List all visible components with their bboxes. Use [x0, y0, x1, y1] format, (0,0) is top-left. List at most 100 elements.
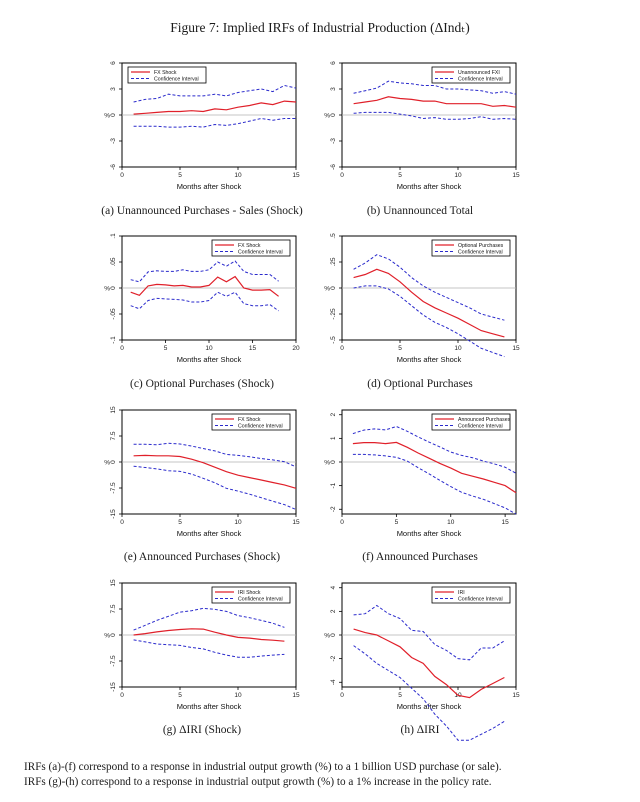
x-tick-label: 10 — [234, 519, 242, 526]
caption-c: (c) Optional Purchases (Shock) — [129, 378, 275, 390]
x-tick-label: 10 — [205, 345, 213, 352]
chart-panel-c: .1.05 0 -.05 -.1% 0 5 10 15 20 Months after Shock… — [100, 228, 310, 368]
y-tick-label: -7.5 — [110, 482, 117, 494]
footnote-line-2: IRFs (g)-(h) correspond to a response in… — [24, 776, 492, 788]
x-tick-label: 5 — [164, 345, 168, 352]
y-axis-title: % — [104, 633, 110, 640]
ci-upper-line — [130, 260, 279, 283]
ci-upper-line — [133, 607, 285, 631]
legend-label-ci: Confidence Interval — [154, 77, 199, 83]
y-tick-label: 0 — [110, 460, 117, 464]
y-axis-title: % — [104, 113, 110, 120]
y-tick-label: -4 — [330, 679, 337, 685]
ci-lower-line — [352, 453, 517, 515]
y-tick-label: 6 — [330, 61, 337, 65]
x-tick-label: 15 — [292, 172, 300, 179]
caption-f: (f) Announced Purchases — [362, 551, 478, 563]
y-tick-label: -15 — [110, 509, 117, 519]
irf-line — [353, 628, 505, 699]
y-tick-label: -.25 — [330, 308, 337, 320]
x-tick-label: 20 — [292, 345, 300, 352]
y-axis-title: % — [104, 286, 110, 293]
y-tick-label: 7.5 — [110, 431, 117, 440]
footnote-line-1: IRFs (a)-(f) correspond to a response in… — [24, 761, 502, 773]
y-tick-label: -3 — [330, 138, 337, 144]
x-axis-title: Months after Shock — [177, 355, 242, 364]
x-tick-label: 5 — [178, 172, 182, 179]
caption-a: (a) Unannounced Purchases - Sales (Shock… — [101, 205, 303, 217]
y-tick-label: 15 — [110, 579, 117, 587]
x-axis-title: Months after Shock — [177, 702, 242, 711]
chart-panel-d: .5.25 0 -.25 -.5% 0 5 10 15 Months after Shock Op… — [320, 228, 530, 368]
legend-label-irf: FX Shock — [238, 417, 261, 423]
y-tick-label: -1 — [330, 482, 337, 488]
x-tick-label: 5 — [398, 692, 402, 699]
x-axis-title: Months after Shock — [177, 529, 242, 538]
ci-lower-line — [353, 285, 505, 358]
y-tick-label: 0 — [330, 286, 337, 290]
y-tick-label: 0 — [330, 460, 337, 464]
x-tick-label: 5 — [178, 519, 182, 526]
ci-upper-line — [133, 84, 297, 103]
caption-b: (b) Unannounced Total — [366, 205, 474, 217]
x-tick-label: 15 — [512, 692, 520, 699]
legend-label-irf: Optional Purchases — [458, 243, 504, 249]
y-tick-label: 2 — [330, 609, 337, 613]
y-axis-title: % — [324, 286, 330, 293]
x-tick-label: 10 — [234, 172, 242, 179]
y-tick-label: -2 — [330, 655, 337, 661]
ci-upper-line — [353, 254, 505, 321]
y-tick-label: 0 — [330, 113, 337, 117]
x-tick-label: 0 — [120, 345, 124, 352]
y-tick-label: 1 — [330, 436, 337, 440]
legend-label-irf: FX Shock — [154, 70, 177, 76]
x-tick-label: 15 — [292, 519, 300, 526]
irf-line — [353, 96, 517, 108]
legend-label-ci: Confidence Interval — [458, 250, 503, 256]
y-tick-label: -.1 — [110, 336, 117, 344]
y-tick-label: 7.5 — [110, 604, 117, 613]
y-tick-label: -6 — [330, 164, 337, 170]
y-tick-label: .25 — [330, 257, 337, 266]
x-tick-label: 0 — [120, 519, 124, 526]
x-axis-title: Months after Shock — [397, 182, 462, 191]
irf-line — [353, 268, 505, 338]
legend-label-irf: IRI — [458, 590, 465, 596]
y-tick-label: 0 — [330, 633, 337, 637]
x-tick-label: 15 — [502, 519, 510, 526]
y-axis-title: % — [324, 633, 330, 640]
ci-lower-line — [133, 465, 297, 510]
caption-d: (d) Optional Purchases — [367, 378, 473, 390]
y-tick-label: -3 — [110, 138, 117, 144]
y-tick-label: -6 — [110, 164, 117, 170]
x-tick-label: 5 — [178, 692, 182, 699]
y-tick-label: -15 — [110, 682, 117, 692]
irf-line — [133, 628, 285, 642]
x-tick-label: 5 — [395, 519, 399, 526]
y-tick-label: 0 — [110, 113, 117, 117]
chart-panel-g: 15 7.5 0 -7.5 -15% 0 5 10 15 Months after Shock IR… — [100, 575, 310, 715]
x-tick-label: 10 — [454, 345, 462, 352]
x-tick-label: 5 — [398, 172, 402, 179]
irf-line — [133, 100, 297, 115]
ci-lower-line — [133, 639, 285, 658]
x-tick-label: 15 — [512, 345, 520, 352]
y-tick-label: 2 — [330, 413, 337, 417]
ci-lower-line — [353, 111, 517, 120]
x-tick-label: 0 — [120, 172, 124, 179]
y-tick-label: 4 — [330, 586, 337, 590]
x-axis-title: Months after Shock — [397, 355, 462, 364]
y-tick-label: 15 — [110, 406, 117, 414]
